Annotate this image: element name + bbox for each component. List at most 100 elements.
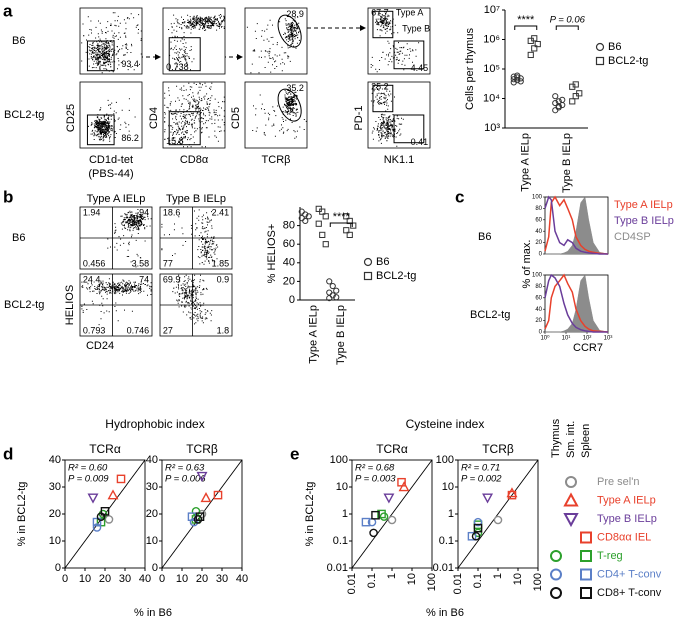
panel-label: a [3,1,13,20]
x-tick-label: 1 [492,573,504,579]
x-tick-label: Type B IELp [335,305,347,365]
event-cloud [168,14,225,71]
row-label: B6 [12,35,25,47]
chart-subtitle: TCRα [376,442,408,456]
flow-plot-frame [162,7,226,75]
data-point [343,227,350,234]
row-label: B6 [478,231,491,243]
data-point [326,295,333,302]
legend-label: Type B IELp [614,215,674,227]
x-tick-label: 10 [176,573,188,585]
data-point [552,93,559,100]
y-tick-label: 80 [283,220,295,232]
gate-frequency: 67.7 [371,8,389,18]
y-axis-label: % in BCL2-tg [16,482,28,547]
flow-plot-frame [244,7,308,75]
histogram-line [544,273,609,333]
panel-label: d [3,444,13,463]
legend-marker [550,568,562,581]
data-point [100,507,110,516]
data-point [200,492,212,503]
histogram-line [544,195,608,255]
x-tick-label: 20 [99,573,111,585]
y-tick-label: 100 [532,273,543,279]
row-label: BCL2-tg [4,299,44,311]
data-point [346,231,353,239]
x-axis-note: (PBS-44) [88,168,133,180]
y-tick-label: 20 [535,318,542,324]
data-point [572,81,579,88]
data-point [361,517,371,527]
data-point [333,287,340,294]
quadrant-frequency: 69.9 [163,275,181,285]
legend-label: Pre sel'n [597,476,639,488]
event-cloud [246,14,300,74]
quadrant-frequency: 24.4 [83,275,101,285]
y-tick-label: 40 [535,307,542,313]
data-point [397,477,406,487]
gate-frequency: 35.2 [286,83,304,93]
legend-label: Type A IELp [597,494,656,506]
data-point [534,40,541,48]
event-cloud [161,209,219,265]
y-axis-label: CD4 [148,107,160,129]
data-point [514,74,521,81]
x-tick-label: 40 [236,573,248,585]
data-point [87,493,99,504]
gate [277,14,302,48]
significance-label: **** [333,211,351,223]
data-point [398,481,410,492]
gate [393,40,425,70]
legend-label: B6 [608,41,621,53]
y-axis-label: % HELIOS+ [266,224,278,284]
data-point [346,217,353,225]
y-axis-label: Cells per thymus [464,28,476,110]
data-point [482,493,494,504]
x-tick-label: 10 [512,573,524,585]
y-tick-label: 20 [283,275,295,287]
x-tick-label: 10³ [604,336,613,342]
gate [168,111,201,146]
gate-frequency: 0.41 [411,137,429,147]
x-tick-label: Type A IELp [520,133,532,192]
event-cloud [164,82,225,148]
gate [277,88,302,122]
data-point [333,294,340,301]
y-tick-label: 1 [448,508,454,520]
column-header: Type A IELp [87,193,146,205]
y-axis-label: PD-1 [353,105,365,130]
legend-label: T-reg [597,550,623,562]
y-tick-label: 80 [535,206,542,212]
data-point [371,510,380,520]
gate [168,37,201,72]
identity-line [64,459,146,569]
legend-label: Type B IELp [597,513,657,525]
stat-annotation: R² = 0.71 [461,463,500,474]
data-point [92,523,102,532]
y-tick-label: 0.01 [327,562,348,574]
legend-label: Type A IELp [614,199,673,211]
data-point [302,211,309,218]
data-point [196,471,208,482]
significance-label: P = 0.06 [550,15,586,26]
x-tick-label: 0.1 [472,573,484,588]
significance-label: **** [517,14,535,26]
data-point [107,489,119,500]
data-point [471,531,481,541]
legend-label: BCL2-tg [608,55,648,67]
y-tick-label: 100 [532,195,543,201]
legend-marker [580,550,592,562]
data-point [350,222,357,229]
data-point [493,515,503,525]
quadrant-frequency: 2.41 [212,208,230,218]
y-tick-label: 0 [539,252,543,258]
legend-marker [363,271,373,281]
x-tick-label: 10¹ [562,336,571,342]
y-tick-label: 60 [535,295,542,301]
data-point [305,213,312,220]
quadrant-frequency: 3.58 [132,258,150,268]
histogram-area [545,274,609,333]
identity-line [161,459,243,569]
x-tick-label: 0.01 [346,573,358,594]
x-tick-label: Type B IELp [561,133,573,193]
